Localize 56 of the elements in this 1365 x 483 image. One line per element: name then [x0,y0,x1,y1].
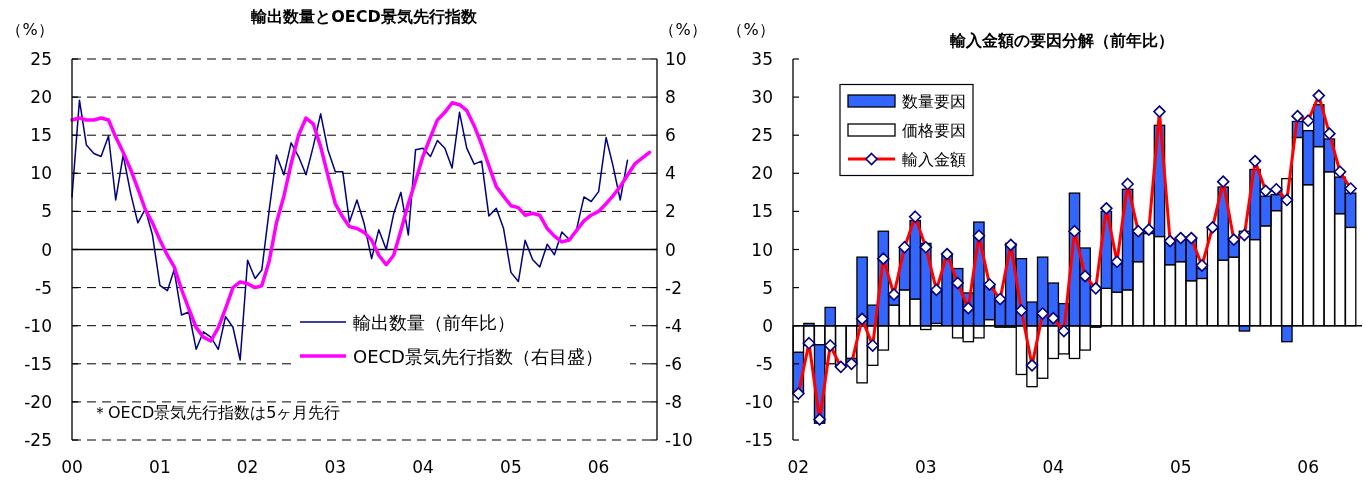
y2-tick-label: -10 [665,430,693,450]
x-tick-label: 03 [324,457,347,477]
x-tick-label: 05 [1169,457,1192,477]
y-tick-label: 25 [751,125,773,146]
x-tick-label: 04 [412,457,434,477]
x-tick-label: 06 [587,457,610,477]
y-axis-title: （%） [727,20,775,39]
x-tick-label: 06 [1297,457,1319,477]
y-tick-label: 10 [30,163,52,184]
y-tick-label: 5 [41,201,52,222]
y2-tick-label: 8 [665,87,676,108]
y2-tick-label: 4 [665,163,676,184]
legend-label: 数量要因 [902,91,966,111]
legend-label: 価格要因 [902,120,966,140]
y-tick-label: -15 [745,430,773,450]
legend-label: 輸入金額 [902,149,966,169]
y-tick-label: 5 [762,277,773,298]
y2-tick-label: 10 [665,49,687,69]
legend-label: 輸出数量（前年比） [353,311,515,333]
y-tick-label: -20 [24,391,52,412]
y2-axis-title: （%） [659,20,707,39]
chart-title: 輸入金額の要因分解（前年比） [949,31,1174,50]
y-tick-label: -15 [24,353,52,374]
y-tick-label: -5 [35,277,52,298]
annotation: ＊OECD景気先行指数は5ヶ月先行 [92,403,341,422]
y2-tick-label: -4 [665,315,682,336]
y-tick-label: 15 [30,125,52,146]
y-tick-label: 25 [30,49,52,69]
y-axis-title: （%） [6,20,54,39]
y-tick-label: 10 [751,239,773,260]
y-tick-label: -5 [756,353,773,374]
y2-tick-label: 2 [665,201,676,222]
y-tick-label: -10 [24,315,52,336]
x-tick-label: 05 [500,457,522,477]
x-tick-label: 04 [1042,457,1065,477]
y-tick-label: 0 [41,239,52,260]
y2-tick-label: -8 [665,391,682,412]
legend-label: OECD景気先行指数（右目盛） [353,345,603,367]
y-tick-label: 30 [751,87,773,108]
y2-tick-label: 6 [665,125,676,146]
y2-tick-label: 0 [665,239,676,260]
x-tick-label: 03 [914,457,937,477]
x-tick-label: 02 [236,457,259,477]
y2-tick-label: -2 [665,277,682,298]
y-tick-label: -25 [24,430,52,450]
y-tick-label: 20 [30,87,52,108]
y-tick-label: -10 [745,391,773,412]
y-tick-label: 15 [751,201,773,222]
x-tick-label: 01 [149,457,171,477]
y2-tick-label: -6 [665,353,682,374]
x-tick-label: 02 [787,457,810,477]
y-tick-label: 0 [762,315,773,336]
x-tick-label: 00 [61,457,83,477]
chart-title: 輸出数量とOECD景気先行指数 [250,7,478,26]
y-tick-label: 35 [751,49,773,69]
y-tick-label: 20 [751,163,773,184]
